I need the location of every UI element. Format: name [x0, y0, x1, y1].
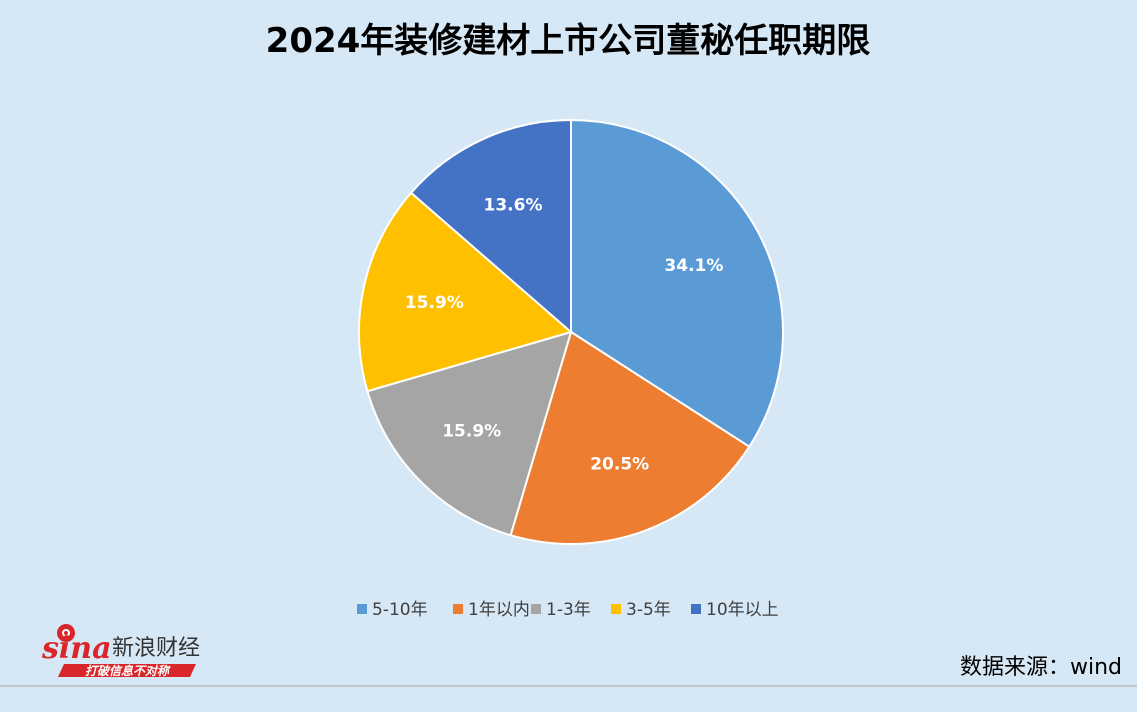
chart-legend: 5-10年 1年以内 1-3年 3-5年 10年以上 — [357, 600, 779, 620]
legend-swatch-1-3-years — [531, 604, 541, 614]
legend-swatch-under-1-year — [453, 604, 463, 614]
sina-eye-icon — [57, 624, 75, 642]
legend-swatch-5-10-years — [357, 604, 367, 614]
logo-name: 新浪财经 — [112, 636, 200, 661]
legend-swatch-3-5-years — [611, 604, 621, 614]
legend-label-1-3-years: 1-3年 — [546, 600, 591, 620]
sina-finance-logo: sina 新浪财经 打破信息不对称 — [41, 624, 200, 678]
data-label-over-10-years: 13.6% — [484, 196, 543, 216]
pie-slice-over-10-years — [409, 118, 572, 335]
logo-slogan: 打破信息不对称 — [85, 664, 171, 678]
data-label-1-3-years: 15.9% — [442, 422, 501, 442]
pie-slices — [358, 118, 784, 545]
pie-data-labels: 34.1% 20.5% 15.9% 15.9% 13.6% — [405, 196, 724, 475]
pie-slice-3-5-years — [358, 191, 574, 393]
legend-label-over-10-years: 10年以上 — [706, 600, 779, 620]
chart-title: 2024年装修建材上市公司董秘任职期限 — [266, 21, 871, 61]
pie-slice-under-1-year — [509, 330, 751, 545]
legend-label-under-1-year: 1年以内 — [468, 600, 530, 620]
logo-brand: sina — [41, 631, 112, 666]
data-source: 数据来源：wind — [960, 655, 1122, 680]
legend-label-3-5-years: 3-5年 — [626, 600, 671, 620]
legend-label-5-10-years: 5-10年 — [372, 600, 428, 620]
data-label-3-5-years: 15.9% — [405, 293, 464, 313]
legend-swatch-over-10-years — [691, 604, 701, 614]
logo-slogan-banner — [58, 664, 196, 677]
data-label-5-10-years: 34.1% — [664, 256, 723, 276]
data-label-under-1-year: 20.5% — [590, 454, 649, 474]
pie-slice-1-3-years — [366, 330, 573, 537]
